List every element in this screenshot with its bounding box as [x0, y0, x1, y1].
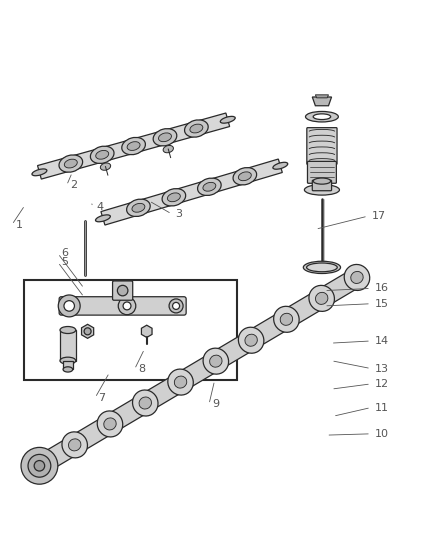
Ellipse shape [274, 306, 299, 332]
Ellipse shape [303, 261, 341, 273]
Text: 14: 14 [374, 336, 389, 346]
Polygon shape [35, 269, 362, 474]
Ellipse shape [238, 172, 251, 181]
Ellipse shape [313, 178, 331, 184]
Ellipse shape [315, 293, 328, 304]
Ellipse shape [167, 193, 180, 201]
Ellipse shape [60, 357, 76, 364]
Text: 7: 7 [99, 393, 106, 403]
Ellipse shape [210, 355, 222, 367]
Text: 3: 3 [175, 209, 182, 219]
Ellipse shape [163, 146, 173, 153]
Ellipse shape [62, 432, 88, 458]
FancyBboxPatch shape [59, 297, 186, 315]
Ellipse shape [153, 128, 177, 146]
Bar [63, 361, 73, 369]
FancyBboxPatch shape [312, 180, 332, 191]
Circle shape [21, 447, 58, 484]
Bar [60, 330, 76, 361]
Ellipse shape [27, 453, 52, 479]
Circle shape [169, 299, 183, 313]
Text: 4: 4 [96, 203, 103, 212]
Text: 2: 2 [70, 181, 77, 190]
Ellipse shape [32, 169, 47, 176]
Ellipse shape [97, 411, 123, 437]
Text: 5: 5 [61, 257, 68, 267]
Circle shape [123, 302, 131, 310]
Ellipse shape [174, 376, 187, 388]
Ellipse shape [139, 397, 152, 409]
Ellipse shape [96, 150, 109, 159]
Ellipse shape [64, 159, 77, 168]
Ellipse shape [351, 271, 363, 284]
Circle shape [84, 328, 91, 335]
Circle shape [58, 295, 80, 317]
Text: 10: 10 [374, 429, 389, 439]
Ellipse shape [203, 182, 216, 191]
Circle shape [34, 461, 45, 471]
Ellipse shape [63, 367, 73, 372]
Ellipse shape [90, 146, 114, 164]
Ellipse shape [280, 313, 293, 325]
Ellipse shape [127, 142, 140, 150]
FancyBboxPatch shape [307, 128, 337, 165]
Circle shape [117, 285, 128, 296]
Text: 17: 17 [371, 211, 385, 221]
Ellipse shape [159, 133, 171, 142]
FancyBboxPatch shape [113, 281, 133, 300]
Ellipse shape [203, 348, 229, 374]
FancyBboxPatch shape [307, 161, 336, 183]
Ellipse shape [95, 215, 110, 222]
Ellipse shape [133, 390, 158, 416]
Ellipse shape [238, 327, 264, 353]
Ellipse shape [122, 138, 145, 155]
Text: 13: 13 [374, 364, 389, 374]
Ellipse shape [33, 460, 46, 472]
Text: 6: 6 [61, 248, 68, 259]
Ellipse shape [307, 263, 337, 272]
Ellipse shape [60, 327, 76, 334]
Ellipse shape [198, 178, 221, 196]
Polygon shape [312, 97, 332, 106]
Ellipse shape [344, 264, 370, 290]
Ellipse shape [162, 189, 186, 206]
Ellipse shape [304, 184, 339, 195]
Ellipse shape [132, 204, 145, 212]
Circle shape [173, 302, 180, 310]
Polygon shape [315, 95, 328, 98]
Text: 12: 12 [374, 379, 389, 389]
Text: 1: 1 [15, 220, 22, 230]
Ellipse shape [184, 120, 208, 137]
Ellipse shape [104, 418, 116, 430]
Ellipse shape [245, 334, 258, 346]
Ellipse shape [305, 111, 338, 122]
Text: 9: 9 [212, 399, 219, 409]
Ellipse shape [220, 116, 235, 123]
Ellipse shape [100, 163, 111, 170]
Polygon shape [101, 159, 283, 225]
Ellipse shape [309, 285, 335, 311]
Ellipse shape [59, 155, 83, 172]
Text: 15: 15 [374, 298, 389, 309]
Text: 16: 16 [374, 284, 389, 293]
Circle shape [28, 455, 51, 477]
Text: 11: 11 [374, 402, 389, 413]
Ellipse shape [313, 114, 331, 119]
Ellipse shape [190, 124, 203, 133]
Circle shape [64, 301, 74, 311]
Ellipse shape [273, 162, 288, 169]
Polygon shape [24, 280, 237, 381]
Polygon shape [38, 113, 230, 179]
Ellipse shape [233, 167, 257, 185]
Circle shape [118, 297, 136, 314]
Ellipse shape [127, 199, 150, 216]
Ellipse shape [168, 369, 193, 395]
Ellipse shape [68, 439, 81, 451]
Text: 8: 8 [138, 365, 145, 374]
